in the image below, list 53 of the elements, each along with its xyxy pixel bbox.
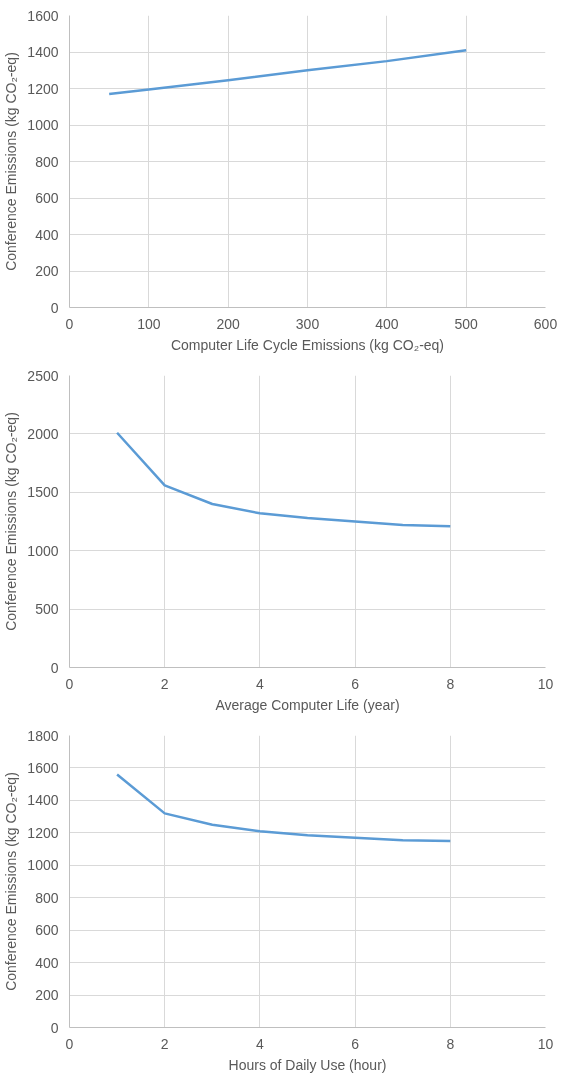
y-tick-label: 200: [35, 263, 59, 279]
y-tick-label: 1000: [27, 542, 59, 559]
y-tick-label: 1800: [27, 727, 59, 744]
y-tick-label: 1400: [27, 792, 59, 809]
x-tick-label: 0: [65, 315, 74, 332]
x-axis-title: Hours of Daily Use (hour): [228, 1056, 387, 1073]
line-series: [115, 773, 452, 843]
y-tick-label: 500: [35, 601, 59, 618]
line-series: [115, 431, 452, 528]
x-tick-label: 8: [446, 1035, 455, 1052]
y-tick-label: 1200: [27, 80, 59, 97]
y-tick-label: 800: [35, 153, 59, 170]
y-tick-label: 200: [35, 987, 59, 1004]
y-tick-label: 1400: [27, 44, 59, 60]
y-axis-title: Conference Emissions (kg CO₂-eq): [3, 772, 20, 991]
y-tick-label: 1000: [27, 857, 59, 874]
y-tick-label: 600: [35, 922, 59, 939]
y-tick-label: 0: [50, 299, 59, 316]
x-tick-label: 0: [65, 675, 74, 692]
x-tick-label: 10: [537, 675, 554, 692]
y-tick-label: 1000: [27, 117, 59, 133]
x-tick-label: 10: [537, 1035, 554, 1052]
y-tick-label: 400: [35, 226, 59, 243]
x-tick-label: 4: [256, 1035, 265, 1052]
y-tick-label: 400: [35, 954, 59, 971]
x-tick-label: 500: [454, 315, 479, 332]
x-tick-label: 8: [446, 675, 455, 692]
y-tick-label: 0: [50, 659, 59, 676]
x-tick-label: 0: [65, 1035, 74, 1052]
x-tick-label: 100: [137, 315, 161, 332]
line-series: [107, 48, 468, 96]
x-tick-label: 6: [351, 1035, 360, 1052]
x-tick-label: 200: [216, 315, 241, 332]
y-tick-label: 1500: [27, 484, 59, 501]
y-axis-title: Conference Emissions (kg CO₂-eq): [3, 412, 20, 631]
y-tick-label: 0: [50, 1019, 59, 1036]
x-tick-label: 2: [160, 675, 169, 692]
y-tick-label: 1600: [27, 759, 59, 776]
x-axis-title: Average Computer Life (year): [215, 696, 400, 713]
y-tick-label: 1600: [27, 7, 59, 24]
y-tick-label: 600: [35, 190, 59, 206]
x-axis-title: Computer Life Cycle Emissions (kg CO₂-eq): [170, 336, 445, 353]
x-tick-label: 6: [351, 675, 360, 692]
y-axis-title: Conference Emissions (kg CO₂-eq): [3, 52, 20, 271]
y-tick-label: 1200: [27, 824, 59, 841]
x-tick-label: 4: [256, 675, 265, 692]
x-tick-label: 300: [295, 315, 320, 332]
y-tick-label: 2500: [27, 367, 59, 384]
y-tick-label: 800: [35, 889, 59, 906]
x-tick-label: 400: [375, 315, 399, 332]
y-tick-label: 2000: [27, 425, 59, 442]
x-tick-label: 600: [533, 315, 558, 332]
x-tick-label: 2: [160, 1035, 169, 1052]
